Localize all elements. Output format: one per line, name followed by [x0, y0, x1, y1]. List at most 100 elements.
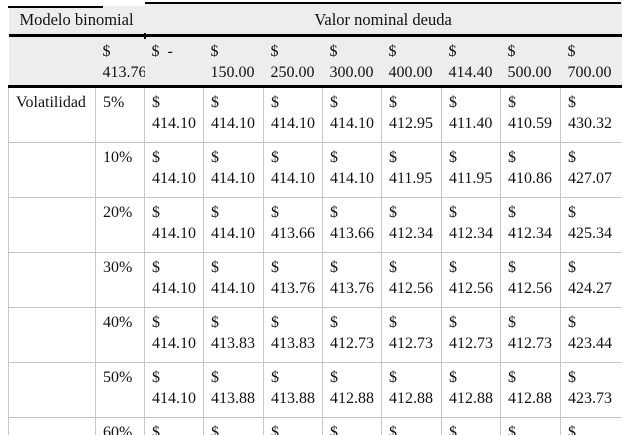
value-cell: $412.34: [381, 197, 442, 253]
cell-value: 413.76: [271, 280, 315, 297]
column-header-currency: $: [210, 43, 219, 60]
value-cell: $414.10: [144, 197, 204, 253]
value-cell: $413.66: [263, 197, 323, 253]
table-row: 30% $414.10 $414.10 $413.76 $413.76 $412.56 $4…: [8, 252, 622, 308]
currency-symbol: $: [389, 149, 397, 166]
value-cell: $423.09: [559, 417, 622, 435]
currency-symbol: $: [389, 94, 397, 111]
currency-symbol: $: [330, 314, 338, 331]
cell-value: 412.34: [508, 225, 552, 242]
value-cell: $430.32: [559, 86, 622, 143]
row-label-cell: Volatilidad: [8, 86, 96, 143]
cell-value: 425.34: [568, 225, 612, 242]
column-header-value: 414.40: [448, 64, 493, 81]
value-cell: $425.34: [559, 197, 622, 253]
currency-symbol: $: [211, 259, 219, 276]
table-body: Volatilidad 5% $414.10 $414.10 $414.10 $414.1…: [8, 86, 622, 435]
currency-symbol: $: [508, 314, 516, 331]
volatility-cell: 5%: [95, 86, 145, 143]
cell-value: 414.10: [152, 280, 196, 297]
value-cell: $412.56: [500, 252, 561, 308]
cell-value: 413.66: [271, 225, 315, 242]
column-header-currency: $: [507, 43, 516, 60]
column-header-cell: [8, 35, 96, 88]
currency-symbol: $: [152, 149, 160, 166]
column-header-cell: $250.00: [263, 35, 323, 88]
cell-value: 412.88: [508, 390, 552, 407]
column-header-currency: $: [448, 43, 457, 60]
value-cell: $411.95: [441, 142, 501, 198]
value-cell: $414.10: [322, 86, 382, 143]
value-cell: $410.59: [500, 86, 561, 143]
value-cell: $412.73: [381, 307, 442, 363]
value-cell: $413.76: [322, 252, 382, 308]
currency-symbol: $: [568, 94, 576, 111]
value-cell: $413.83: [203, 307, 264, 363]
group-header-valor-nominal-deuda: Valor nominal deuda: [144, 0, 622, 37]
row-label-cell: [8, 417, 96, 435]
cell-value: 412.73: [389, 335, 433, 352]
cell-value: 413.76: [330, 280, 374, 297]
currency-symbol: $: [271, 314, 279, 331]
currency-symbol: $: [449, 424, 457, 435]
value-cell: $412.73: [322, 307, 382, 363]
column-header-cell: $700.00: [560, 35, 622, 88]
currency-symbol: $: [211, 314, 219, 331]
row-label-cell: [8, 307, 96, 363]
table-row: 40% $414.10 $413.83 $413.83 $412.73 $412.73 $4…: [8, 307, 622, 363]
cell-value: 423.73: [568, 390, 612, 407]
value-cell: $412.73: [441, 307, 501, 363]
value-cell: $413.01: [322, 417, 382, 435]
value-cell: $412.34: [441, 197, 501, 253]
column-header-currency: $: [329, 43, 338, 60]
cell-value: 413.83: [271, 335, 315, 352]
value-cell: $414.10: [322, 142, 382, 198]
value-cell: $414.10: [144, 252, 204, 308]
white-cover: [145, 0, 621, 2]
row-label-cell: [8, 142, 96, 198]
value-cell: $414.10: [144, 142, 204, 198]
column-header-value: 250.00: [270, 64, 315, 81]
cell-value: 413.66: [330, 225, 374, 242]
currency-symbol: $: [330, 204, 338, 221]
cell-value: 414.10: [211, 225, 255, 242]
value-cell: $412.88: [441, 362, 501, 418]
currency-symbol: $: [508, 204, 516, 221]
cell-value: 414.10: [152, 335, 196, 352]
currency-symbol: $: [389, 314, 397, 331]
cell-value: 414.10: [152, 390, 196, 407]
value-cell: $414.10: [144, 86, 204, 143]
cell-value: 412.73: [449, 335, 493, 352]
value-cell: $414.10: [263, 86, 323, 143]
currency-symbol: $: [330, 149, 338, 166]
cell-value: 412.88: [389, 390, 433, 407]
value-cell: $413.88: [203, 362, 264, 418]
value-cell: $412.34: [500, 197, 561, 253]
column-header-value: 300.00: [329, 64, 374, 81]
value-cell: $412.56: [441, 252, 501, 308]
column-header-row: $413.76 $ - $150.00 $250.00 $300.00 $400.00 $4…: [8, 35, 622, 88]
currency-symbol: $: [508, 149, 516, 166]
value-cell: $414.10: [144, 362, 204, 418]
column-header-value: 150.00: [210, 64, 255, 81]
value-cell: $411.40: [441, 86, 501, 143]
row-label-cell: [8, 362, 96, 418]
value-cell: $413.01: [441, 417, 501, 435]
cell-value: 427.07: [568, 170, 612, 187]
value-cell: $423.44: [559, 307, 622, 363]
value-cell: $411.95: [381, 142, 442, 198]
column-header-value: 500.00: [507, 64, 552, 81]
value-cell: $410.86: [500, 142, 561, 198]
currency-symbol: $: [389, 204, 397, 221]
column-header-currency: $: [388, 43, 397, 60]
currency-symbol: $: [152, 259, 160, 276]
currency-symbol: $: [568, 204, 576, 221]
cell-value: 411.95: [449, 170, 493, 187]
currency-symbol: $: [152, 204, 160, 221]
currency-symbol: $: [330, 94, 338, 111]
cell-value: 411.40: [449, 115, 493, 132]
cell-value: 412.56: [389, 280, 433, 297]
value-cell: $413.92: [203, 417, 264, 435]
group-header-row: Modelo binomial Valor nominal deuda: [8, 0, 622, 37]
value-cell: $413.76: [263, 252, 323, 308]
